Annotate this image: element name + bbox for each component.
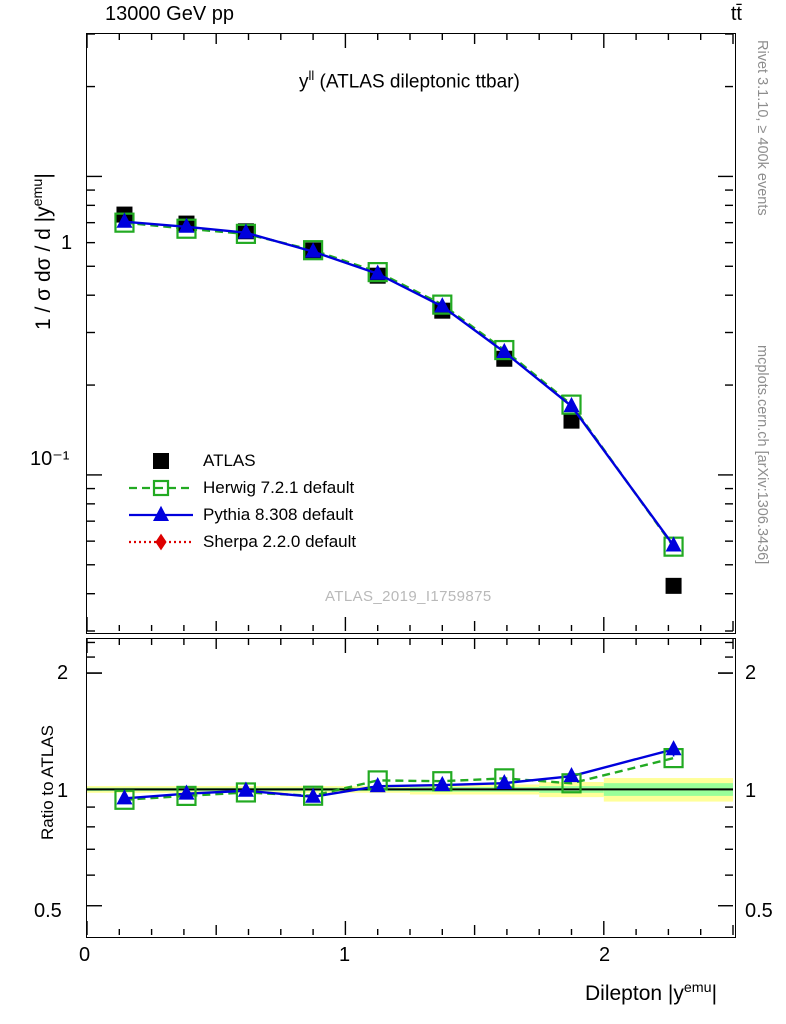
marker-square-open [303, 785, 324, 806]
marker-diamond-filled [155, 533, 167, 551]
side-label-rivet: Rivet 3.1.10, ≥ 400k events [754, 40, 770, 216]
x-axis-label: Dilepton |yemu| [585, 980, 718, 1005]
legend-marker-pythia [129, 505, 193, 521]
marker-triangle-filled [665, 536, 682, 552]
marker-triangle-filled [153, 505, 169, 521]
x-tick-label-2: 2 [599, 944, 611, 966]
marker-triangle-filled [116, 212, 133, 228]
marker-triangle-filled [305, 242, 322, 258]
main-plot-frame [86, 33, 736, 634]
series-herwig-main [124, 221, 675, 548]
legend-label-pythia: Pythia 8.308 default [203, 505, 354, 524]
legend-glyph [155, 533, 167, 551]
header-left: 13000 GeV pp [105, 3, 234, 25]
ratio-herwig-markers [114, 748, 684, 810]
marker-triangle-filled [434, 297, 451, 313]
plot-title: yll (ATLAS dileptonic ttbar) [299, 68, 520, 93]
marker-triangle-filled [665, 740, 682, 756]
marker-triangle-filled [434, 775, 451, 792]
marker-triangle-filled [369, 777, 386, 793]
ratio-tick-label-2-left: 2 [57, 662, 69, 684]
marker-triangle-filled [563, 766, 580, 783]
legend: ATLAS Herwig 7.2.1 default Pythia 8.308 … [125, 448, 425, 556]
legend-glyph [153, 505, 169, 521]
marker-triangle-filled [305, 787, 322, 803]
ratio-tick-label-2-right: 2 [745, 662, 757, 684]
ratio-tick-label-0.5-right: 0.5 [745, 900, 773, 922]
header-right: tt̄ [730, 3, 742, 25]
y-tick-label-0.1: 10⁻¹ [30, 448, 70, 470]
marker-triangle-filled [237, 781, 254, 797]
ratio-axis-label: Ratio to ATLAS [38, 725, 57, 840]
marker-triangle-filled [178, 217, 195, 233]
legend-item-atlas[interactable]: ATLAS [125, 448, 425, 475]
legend-label-herwig: Herwig 7.2.1 default [203, 478, 355, 497]
legend-label-sherpa: Sherpa 2.2.0 default [203, 532, 357, 551]
marker-square-filled [563, 412, 580, 429]
x-tick-label-0: 0 [79, 944, 91, 966]
marker-square-open [561, 394, 582, 415]
marker-square-open [494, 339, 515, 361]
side-label-mcplots: mcplots.cern.ch [arXiv:1306.3436] [754, 345, 770, 565]
marker-triangle-filled [369, 264, 386, 280]
y-tick-label-1: 1 [61, 232, 73, 254]
marker-triangle-filled [496, 342, 513, 359]
legend-label-atlas: ATLAS [203, 451, 256, 470]
marker-triangle-filled [563, 396, 580, 413]
ratio-pythia-markers [116, 740, 682, 805]
main-plot-svg [86, 33, 734, 632]
marker-triangle-filled [237, 223, 254, 239]
legend-item-herwig[interactable]: Herwig 7.2.1 default [125, 475, 425, 502]
marker-triangle-filled [178, 784, 195, 800]
ratio-plot-svg [86, 639, 734, 935]
marker-square-open [432, 294, 453, 315]
ratio-series-herwig [124, 756, 674, 801]
x-tick-label-1: 1 [339, 944, 351, 966]
legend-glyph [153, 453, 169, 469]
marker-triangle-filled [496, 773, 513, 790]
legend-glyph [152, 479, 170, 497]
marker-square-open [152, 479, 170, 497]
ratio-tick-label-1-left: 1 [57, 780, 69, 802]
marker-triangle-filled [116, 789, 133, 805]
legend-item-sherpa[interactable]: Sherpa 2.2.0 default [125, 529, 425, 556]
ratio-herwig-line [124, 756, 674, 801]
legend-marker-sherpa [129, 533, 193, 551]
series-pythia-main [116, 212, 682, 552]
marker-square-filled [153, 453, 169, 469]
main-axis-ticks [86, 33, 734, 632]
legend-marker-herwig [129, 479, 193, 497]
legend-marker-atlas [153, 453, 169, 469]
analysis-watermark: ATLAS_2019_I1759875 [325, 588, 492, 605]
ratio-plot-frame [86, 638, 736, 938]
ratio-tick-label-1-right: 1 [745, 780, 757, 802]
ratio-tick-label-0.5-left: 0.5 [34, 900, 62, 922]
marker-square-open [367, 262, 388, 283]
legend-item-pythia[interactable]: Pythia 8.308 default [125, 502, 425, 529]
series-herwig-line [124, 221, 675, 548]
marker-square-filled [665, 577, 682, 594]
